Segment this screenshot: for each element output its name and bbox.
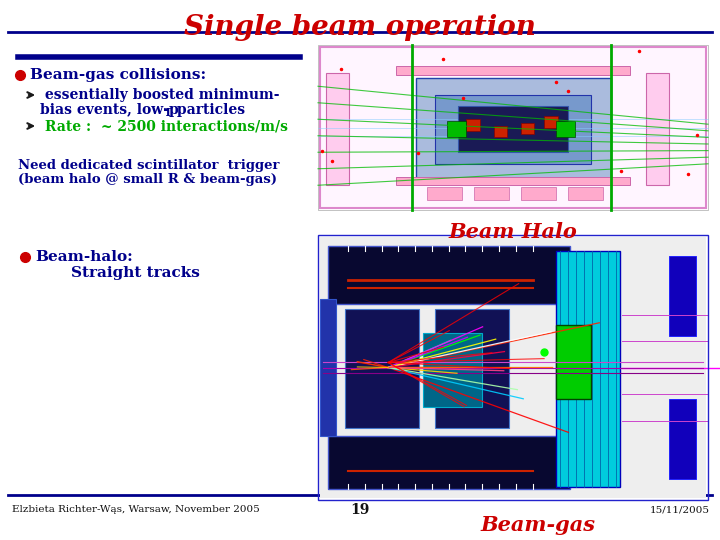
Text: 19: 19 bbox=[351, 503, 369, 517]
Bar bbox=[521, 187, 556, 200]
Bar bbox=[396, 66, 630, 75]
Text: Elzbieta Richter-Wąs, Warsaw, November 2005: Elzbieta Richter-Wąs, Warsaw, November 2… bbox=[12, 505, 260, 515]
Text: Straight tracks: Straight tracks bbox=[50, 266, 200, 280]
Bar bbox=[318, 235, 708, 500]
Bar bbox=[346, 309, 419, 428]
Bar bbox=[427, 187, 462, 200]
Text: bias events, low-p: bias events, low-p bbox=[40, 103, 179, 117]
Bar bbox=[669, 399, 696, 479]
Bar bbox=[493, 126, 507, 137]
Bar bbox=[328, 246, 570, 304]
Bar bbox=[320, 47, 706, 208]
Bar bbox=[396, 177, 630, 185]
Bar bbox=[435, 94, 591, 164]
Bar bbox=[446, 121, 467, 137]
Bar bbox=[567, 187, 603, 200]
Bar bbox=[318, 235, 708, 500]
Text: Need dedicated scintillator  trigger: Need dedicated scintillator trigger bbox=[18, 159, 279, 172]
Text: Beam-gas collisions:: Beam-gas collisions: bbox=[30, 68, 206, 82]
Bar bbox=[435, 309, 509, 428]
Bar bbox=[320, 299, 336, 436]
Bar bbox=[459, 106, 567, 152]
Bar bbox=[415, 78, 611, 180]
Bar bbox=[521, 123, 534, 134]
Text: essentially boosted minimum-: essentially boosted minimum- bbox=[40, 88, 279, 102]
Bar bbox=[423, 333, 482, 407]
Text: T: T bbox=[164, 107, 172, 118]
Bar bbox=[320, 237, 706, 498]
Text: Beam-halo:: Beam-halo: bbox=[35, 250, 132, 264]
Bar bbox=[544, 116, 558, 127]
Text: Single beam operation: Single beam operation bbox=[184, 14, 536, 41]
Bar bbox=[328, 436, 570, 489]
Text: (beam halo @ small R & beam-gas): (beam halo @ small R & beam-gas) bbox=[18, 173, 277, 186]
Bar bbox=[467, 119, 480, 131]
Bar bbox=[474, 187, 509, 200]
Text: Beam-gas: Beam-gas bbox=[480, 515, 595, 535]
Bar bbox=[669, 256, 696, 336]
Bar bbox=[556, 121, 575, 137]
Bar bbox=[318, 45, 708, 210]
Text: Rate :  ~ 2500 interactions/m/s: Rate : ~ 2500 interactions/m/s bbox=[40, 119, 288, 133]
Text: 15/11/2005: 15/11/2005 bbox=[650, 505, 710, 515]
Bar bbox=[556, 251, 620, 487]
Text: particles: particles bbox=[172, 103, 245, 117]
Text: Beam Halo: Beam Halo bbox=[449, 222, 577, 242]
Bar bbox=[325, 73, 349, 185]
Bar bbox=[646, 73, 669, 185]
Bar bbox=[556, 325, 591, 399]
